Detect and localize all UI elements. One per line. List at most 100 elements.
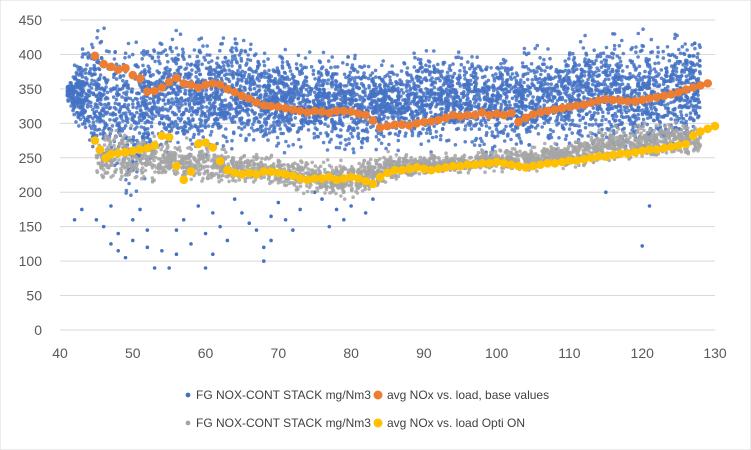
scatter-point (597, 73, 601, 77)
scatter-point (546, 87, 550, 92)
scatter-point (616, 62, 620, 66)
scatter-point (113, 50, 117, 54)
scatter-point (438, 102, 443, 106)
scatter-point (272, 120, 276, 124)
scatter-point (266, 138, 270, 142)
scatter-point (492, 134, 496, 139)
scatter-point (510, 66, 514, 70)
scatter-point (283, 123, 288, 127)
scatter-point (661, 82, 666, 86)
scatter-point (192, 101, 196, 105)
scatter-point (593, 118, 598, 122)
scatter-point (607, 107, 612, 112)
scatter-point (99, 39, 104, 44)
scatter-point (233, 37, 237, 41)
scatter-point (229, 118, 234, 123)
scatter-point (167, 69, 171, 74)
scatter-point (297, 94, 302, 98)
scatter-point (213, 121, 218, 125)
scatter-point (143, 121, 148, 125)
scatter-point (397, 109, 401, 113)
scatter-point (243, 49, 247, 53)
scatter-point (264, 123, 268, 127)
scatter-point (351, 66, 355, 71)
scatter-point (595, 66, 599, 70)
scatter-point (159, 51, 163, 56)
scatter-point (83, 71, 88, 75)
scatter-point (78, 87, 82, 91)
scatter-point (112, 86, 117, 91)
scatter-point (564, 92, 569, 97)
scatter-point (282, 70, 287, 75)
scatter-point (293, 116, 298, 120)
scatter-point (233, 96, 238, 101)
scatter-point (102, 26, 106, 31)
scatter-point (472, 101, 477, 105)
y-tick-label: 200 (19, 184, 43, 200)
scatter-point (473, 104, 478, 109)
scatter-point (675, 77, 679, 82)
scatter-point (208, 107, 212, 112)
scatter-point (382, 134, 386, 139)
scatter-point (613, 81, 618, 85)
scatter-point (131, 102, 135, 106)
scatter-point (230, 58, 235, 62)
scatter-point (687, 54, 691, 58)
scatter-point (230, 54, 235, 59)
scatter-point (126, 107, 130, 111)
scatter-point (263, 69, 267, 74)
scatter-point (99, 55, 104, 60)
scatter-point (564, 62, 569, 67)
scatter-point (127, 181, 131, 186)
scatter-point (238, 84, 243, 88)
scatter-point (218, 48, 222, 53)
scatter-point (302, 93, 307, 97)
scatter-point (432, 85, 437, 90)
scatter-point (499, 105, 503, 109)
scatter-point (562, 127, 566, 131)
scatter-point (205, 105, 209, 109)
scatter-point (203, 124, 207, 128)
scatter-point (418, 130, 422, 135)
scatter-point (478, 65, 482, 69)
scatter-point (445, 95, 450, 99)
scatter-point (348, 82, 353, 87)
plot-area (65, 26, 720, 270)
scatter-point (262, 63, 267, 68)
scatter-point (599, 60, 604, 64)
scatter-point (85, 81, 89, 85)
scatter-point (339, 122, 344, 126)
scatter-point (680, 74, 684, 78)
scatter-point (532, 68, 536, 73)
scatter-point (452, 71, 457, 76)
scatter-point (600, 89, 604, 94)
scatter-point (583, 33, 587, 38)
scatter-point (388, 97, 393, 101)
scatter-point (114, 97, 119, 102)
scatter-point (187, 109, 191, 114)
scatter-point (247, 118, 251, 123)
scatter-point (690, 96, 694, 100)
scatter-point (546, 120, 551, 124)
scatter-point (98, 73, 103, 77)
scatter-point (221, 144, 226, 148)
scatter-point (352, 94, 357, 98)
scatter-point (353, 75, 358, 80)
scatter-point (353, 53, 357, 58)
scatter-point (154, 107, 158, 112)
scatter-point (262, 59, 266, 64)
scatter-point (195, 54, 200, 59)
scatter-point (410, 78, 415, 82)
scatter-point (636, 82, 641, 86)
scatter-point (136, 102, 140, 106)
scatter-point (189, 62, 194, 66)
scatter-point (342, 72, 347, 77)
scatter-point (362, 98, 367, 102)
scatter-point (613, 88, 617, 92)
scatter-point (81, 68, 86, 72)
scatter-point (103, 122, 107, 127)
scatter-point (246, 75, 251, 79)
scatter-point (388, 131, 393, 135)
scatter-point (114, 77, 119, 81)
scatter-point (93, 127, 97, 132)
